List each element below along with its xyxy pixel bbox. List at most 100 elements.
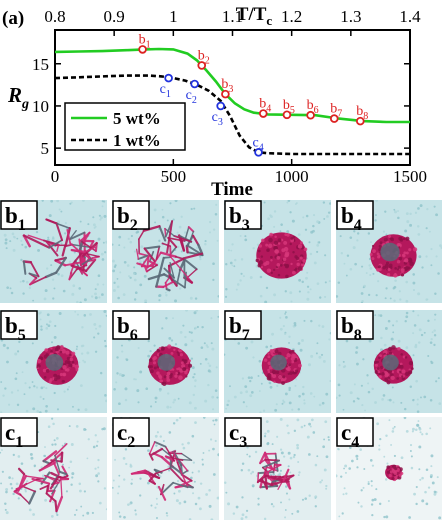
solvent-dot [365,272,368,274]
solvent-dot [50,200,54,203]
solvent-dot [187,441,190,445]
solvent-dot [405,311,409,315]
polymer-strand [29,261,40,278]
solvent-dot [342,360,345,363]
solvent-dot [250,472,253,475]
solvent-dot [325,392,329,396]
solvent-dot [133,278,137,282]
solvent-dot [397,210,399,212]
solvent-dot [16,389,20,392]
solvent-dot [71,476,74,479]
y-axis-label-text: Rg [7,83,29,112]
solvent-dot [89,313,92,316]
polymer-strand [265,474,285,482]
solvent-dot [425,255,428,258]
solvent-dot [425,432,428,436]
solvent-dot [312,224,315,228]
solvent-dot [264,432,267,435]
solvent-dot [410,455,413,458]
solvent-dot [83,360,87,364]
solvent-dot [415,502,418,506]
aggregate-bead [270,352,273,355]
solvent-dot [329,380,331,383]
polymer-strand [187,226,195,233]
aggregate-bead [388,474,392,478]
solvent-dot [56,408,59,411]
aggregate-bead [288,363,292,367]
polymer-strand [174,479,193,489]
aggregate-bead [378,375,382,379]
solvent-dot [225,288,228,291]
aggregate-bead [159,379,163,383]
solvent-dot [304,228,308,231]
solvent-dot [381,398,384,401]
solvent-dot [244,385,248,388]
aggregate-bead [282,375,286,379]
solvent-dot [190,207,193,211]
solvent-dot [47,425,51,428]
solvent-dot [288,388,291,392]
aggregate-bead [399,364,404,369]
solvent-dot [47,236,50,239]
solvent-dot [2,394,5,397]
solvent-dot [405,346,409,349]
aggregate-bead [269,232,274,237]
solvent-dot [319,296,322,299]
aggregate-bead [284,233,288,237]
solvent-dot [1,449,3,451]
solvent-dot [370,503,374,506]
solvent-dot [392,401,395,404]
solvent-dot [72,284,76,288]
solvent-dot [420,333,424,337]
solvent-dot [257,375,260,377]
solvent-dot [257,503,260,506]
solvent-dot [79,220,82,223]
solvent-dot [327,436,330,439]
aggregate-bead [153,366,157,370]
solvent-dot [194,502,198,506]
legend-label: 5 wt% [113,109,161,128]
polymer-strand [192,234,200,246]
solvent-dot [289,291,293,295]
solvent-dot [165,512,168,515]
aggregate-bead [389,237,393,240]
solvent-dot [202,452,205,454]
solvent-dot [380,336,383,340]
solvent-dot [79,301,82,303]
solvent-dot [426,298,429,301]
solvent-dot [21,243,24,246]
polymer-strand [153,441,167,448]
solvent-dot [385,287,388,290]
solvent-dot [298,290,301,293]
solvent-dot [227,399,230,403]
aggregate-bead [269,349,274,354]
solvent-dot [103,339,107,343]
solvent-dot [112,486,114,489]
aggregate-bead [163,375,167,379]
solvent-dot [76,345,79,348]
plot-area: 0 500 1000 1500 0.8 0.9 1 1.1 1.2 1.3 1.4 5 10 15 b1 b2… [32,7,427,186]
aggregate-bead [400,353,403,356]
solvent-dot [120,344,123,347]
solvent-dot [137,401,140,404]
solvent-dot [414,211,418,214]
aggregate-bead [396,259,401,264]
aggregate-bead [386,470,390,474]
solvent-dot [112,243,114,246]
aggregate-bead [408,370,413,375]
solvent-dot [294,384,297,387]
solvent-dot [97,274,101,278]
solvent-dot [230,249,233,252]
data-marker [190,79,199,89]
aggregate-bead [390,375,395,381]
solvent-dot [417,233,421,236]
solvent-dot [45,327,49,330]
solvent-dot [41,474,45,478]
solvent-dot [435,255,438,258]
solvent-dot [92,223,96,227]
solvent-dot [37,431,40,434]
solvent-dot [287,431,290,435]
solvent-dot [321,401,325,405]
solvent-dot [209,438,213,441]
marker-label: b7 [330,102,342,120]
